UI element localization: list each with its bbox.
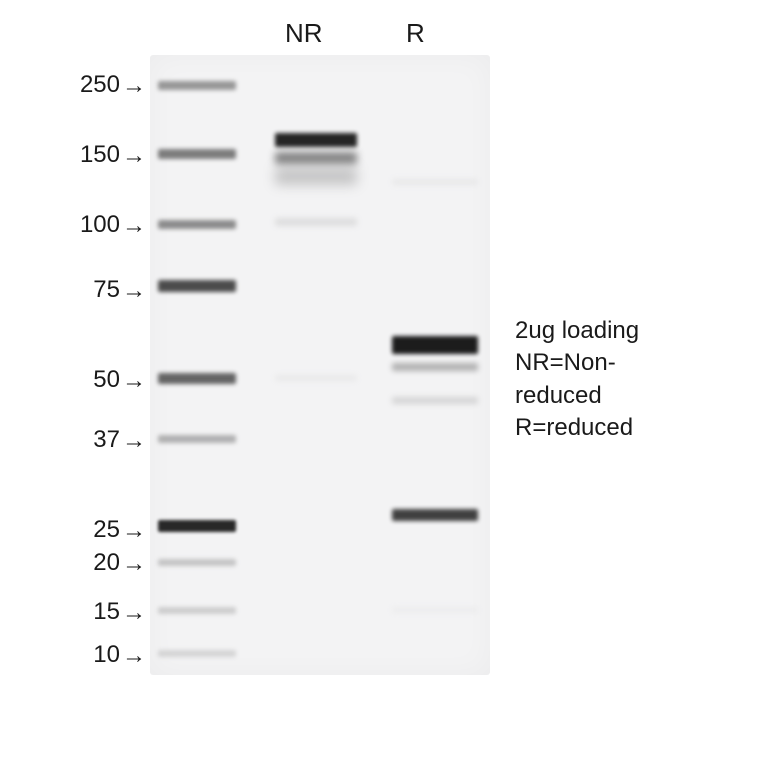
band-R	[392, 397, 478, 404]
legend-text: 2ug loading NR=Non- reduced R=reduced	[515, 315, 639, 445]
arrow-icon: →	[122, 642, 146, 670]
band-ladder	[158, 607, 236, 614]
marker-label-75: 75→	[93, 276, 146, 305]
arrow-icon: →	[122, 427, 146, 455]
arrow-icon: →	[122, 517, 146, 545]
arrow-icon: →	[122, 367, 146, 395]
band-ladder	[158, 149, 236, 159]
marker-label-15: 15→	[93, 598, 146, 627]
marker-label-37: 37→	[93, 426, 146, 455]
band-ladder	[158, 650, 236, 657]
marker-label-100: 100→	[80, 211, 146, 240]
legend-line: R=reduced	[515, 412, 639, 444]
band-ladder	[158, 520, 236, 532]
arrow-icon: →	[122, 142, 146, 170]
lane-header-NR: NR	[285, 18, 323, 49]
arrow-icon: →	[122, 599, 146, 627]
band-R	[392, 509, 478, 521]
marker-label-250: 250→	[80, 71, 146, 100]
arrow-icon: →	[122, 277, 146, 305]
band-ladder	[158, 373, 236, 384]
band-ladder	[158, 81, 236, 90]
band-NR	[275, 167, 357, 185]
band-ladder	[158, 280, 236, 292]
lane-header-R: R	[406, 18, 425, 49]
arrow-icon: →	[122, 550, 146, 578]
band-R	[392, 363, 478, 371]
arrow-icon: →	[122, 212, 146, 240]
marker-label-25: 25→	[93, 516, 146, 545]
legend-line: reduced	[515, 380, 639, 412]
arrow-icon: →	[122, 72, 146, 100]
band-NR	[275, 133, 357, 147]
band-R	[392, 179, 478, 185]
band-NR	[275, 375, 357, 381]
band-R	[392, 336, 478, 354]
marker-label-50: 50→	[93, 366, 146, 395]
marker-label-10: 10→	[93, 641, 146, 670]
marker-label-20: 20→	[93, 549, 146, 578]
band-NR	[275, 152, 357, 164]
band-R	[392, 607, 478, 613]
legend-line: NR=Non-	[515, 347, 639, 379]
band-NR	[275, 218, 357, 226]
band-ladder	[158, 559, 236, 566]
band-ladder	[158, 220, 236, 229]
marker-label-150: 150→	[80, 141, 146, 170]
legend-line: 2ug loading	[515, 315, 639, 347]
band-ladder	[158, 435, 236, 443]
